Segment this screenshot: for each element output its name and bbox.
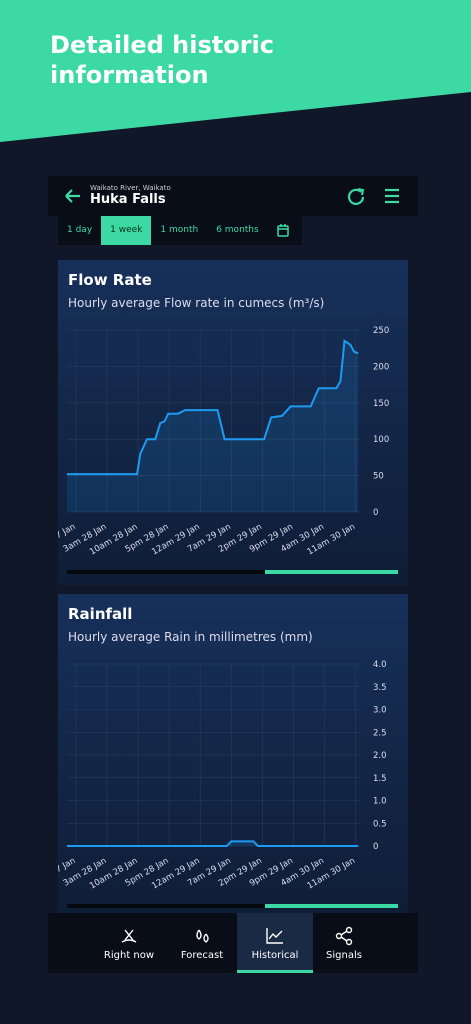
scroll-track	[67, 904, 265, 908]
banner-title: Detailed historic information	[50, 31, 274, 89]
calendar-button[interactable]	[268, 216, 298, 245]
chart: Rainfall Hourly average Rain in millimetr…	[58, 605, 398, 908]
y-tick-label: 3.5	[373, 683, 387, 693]
refresh-button[interactable]	[346, 186, 366, 206]
chart-title: Rainfall	[68, 605, 132, 623]
flow-card: Flow Rate Hourly average Flow rate in cum…	[58, 260, 408, 585]
nav-label: Signals	[326, 950, 362, 961]
scroll-track	[67, 570, 265, 574]
area-fill	[67, 340, 359, 512]
nav-item[interactable]: Forecast	[164, 913, 240, 973]
nav-item[interactable]: Right now	[91, 913, 167, 973]
tab[interactable]: 1 day	[67, 225, 93, 235]
tab-bar: 1 day 1 week 1 month 6 months	[58, 216, 302, 245]
chart-subtitle: Hourly average Flow rate in cumecs (m³/s…	[68, 296, 324, 310]
line	[67, 339, 359, 476]
y-tick-label: 150	[373, 399, 389, 409]
y-tick-label: 2.0	[373, 751, 387, 761]
menu-button[interactable]	[382, 186, 402, 206]
y-tick-label: 2.5	[373, 728, 387, 738]
y-tick-label: 50	[373, 472, 384, 482]
line	[67, 840, 359, 847]
tab[interactable]: 1 month	[160, 225, 199, 235]
y-tick-label: 0	[373, 842, 378, 852]
banner	[0, 0, 471, 142]
y-tick-label: 0	[373, 508, 378, 518]
y-tick-label: 200	[373, 362, 389, 372]
chart: Flow Rate Hourly average Flow rate in cum…	[58, 271, 398, 574]
tab[interactable]: 6 months	[216, 225, 259, 235]
place-title: Huka Falls	[90, 192, 166, 207]
tab[interactable]: 1 week	[101, 216, 152, 245]
rain-card: Rainfall Hourly average Rain in millimetr…	[58, 594, 408, 919]
nav-label: Historical	[251, 950, 299, 961]
y-tick-label: 1.0	[373, 797, 387, 807]
chart-subtitle: Hourly average Rain in millimetres (mm)	[68, 630, 313, 644]
nav-item[interactable]: Signals	[306, 913, 382, 973]
y-tick-label: 100	[373, 435, 389, 445]
nav-label: Forecast	[180, 950, 224, 961]
y-tick-label: 1.5	[373, 774, 387, 784]
nav-item[interactable]: Historical	[237, 913, 313, 973]
header: Waikato River, Waikato Huka Falls	[48, 176, 418, 216]
back-button[interactable]	[58, 176, 98, 216]
scroll-thumb[interactable]	[265, 904, 398, 908]
y-tick-label: 3.0	[373, 706, 387, 716]
bottom-nav: Right now Forecast Historical Signals	[48, 913, 418, 973]
chart-title: Flow Rate	[68, 271, 152, 289]
y-tick-label: 250	[373, 326, 389, 336]
y-tick-label: 4.0	[373, 660, 387, 670]
scroll-thumb[interactable]	[265, 570, 398, 574]
nav-label: Right now	[103, 950, 155, 961]
location: Waikato River, Waikato	[90, 184, 171, 192]
y-tick-label: 0.5	[373, 819, 387, 829]
